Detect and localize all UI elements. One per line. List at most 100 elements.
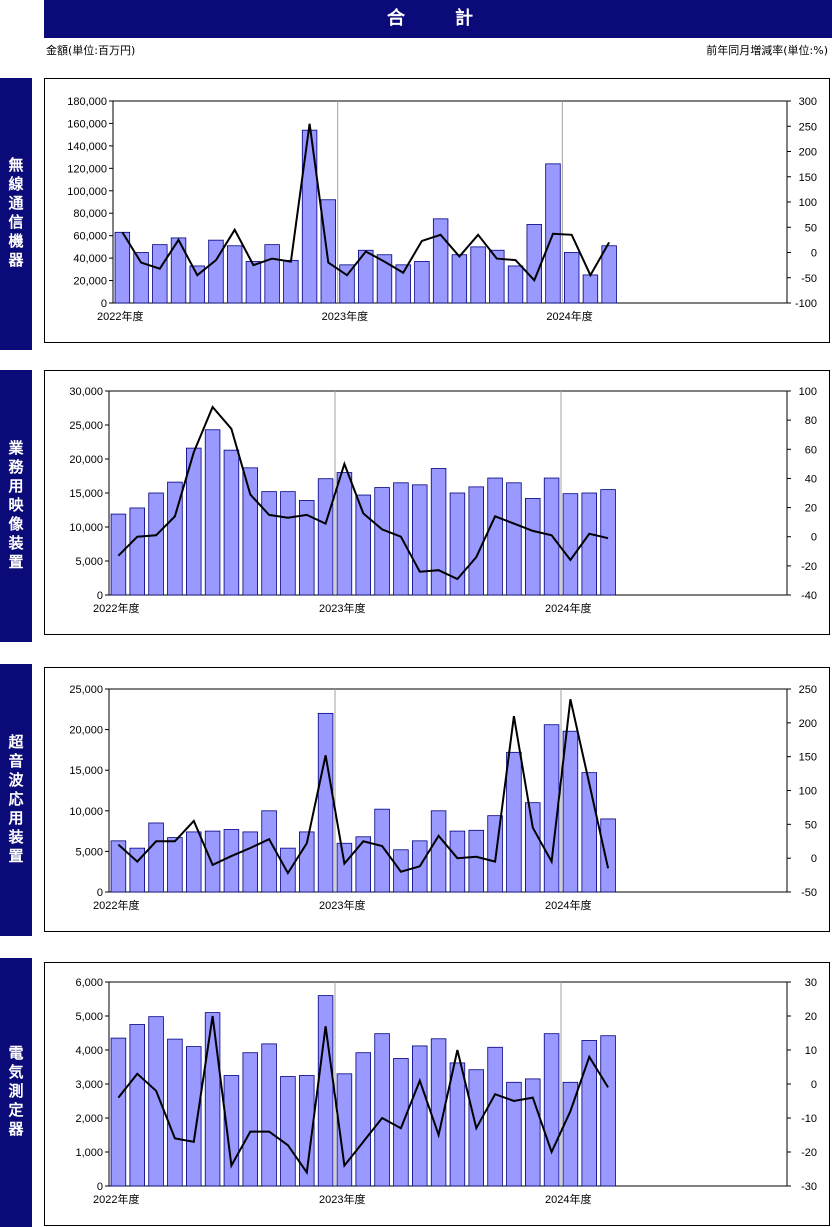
- bar: [317, 478, 334, 596]
- y-tick-label: 1,000: [75, 1147, 103, 1159]
- y2-tick-label: -30: [801, 1181, 817, 1193]
- bar: [449, 492, 466, 596]
- bar: [449, 1062, 466, 1187]
- bar: [299, 500, 315, 596]
- y-tick-label: 6,000: [75, 977, 103, 989]
- bar: [167, 481, 183, 596]
- y2-tick-label: 40: [805, 473, 817, 485]
- yoy-line: [121, 123, 610, 283]
- bar: [186, 1046, 202, 1187]
- bar: [358, 249, 374, 304]
- y2-tick-label: 50: [805, 819, 817, 831]
- x-tick-label: 2023年度: [319, 601, 365, 615]
- y2-tick-label: 100: [799, 197, 817, 209]
- bar: [506, 1081, 522, 1187]
- bar: [430, 810, 447, 893]
- bar: [261, 491, 277, 596]
- bar: [374, 1033, 390, 1187]
- bar: [114, 231, 131, 304]
- x-tick-label: 2023年度: [322, 309, 368, 323]
- bar: [355, 836, 371, 893]
- section-label-ultrasonic: 超音波応用装置: [0, 664, 32, 936]
- bar: [562, 730, 579, 893]
- bar: [525, 802, 541, 893]
- bar: [223, 449, 240, 596]
- bar: [506, 751, 522, 893]
- bar: [507, 265, 524, 304]
- x-tick-label: 2023年度: [319, 1192, 365, 1206]
- y-tick-label: 20,000: [69, 454, 103, 466]
- y-tick-label: 3,000: [75, 1079, 103, 1091]
- y2-tick-label: 0: [811, 248, 817, 260]
- chart-measuring: 0 1,000 2,000 3,000 4,000 5,000 6,000 -30 -20 -10…: [75, 977, 817, 1206]
- bar: [336, 842, 353, 893]
- bar: [374, 487, 390, 596]
- bar: [582, 274, 599, 304]
- y-tick-label: 20,000: [73, 276, 107, 288]
- page-title: 合 計: [44, 0, 832, 38]
- bar: [601, 245, 617, 304]
- bar: [264, 244, 280, 304]
- bar: [374, 808, 390, 893]
- x-tick-label: 2024年度: [545, 1192, 591, 1206]
- y-tick-label: 4,000: [75, 1045, 103, 1057]
- bar: [355, 494, 371, 596]
- bar: [133, 252, 149, 304]
- y-tick-label: 0: [97, 887, 103, 899]
- bar: [430, 468, 447, 596]
- x-tick-label: 2022年度: [93, 1192, 139, 1206]
- y2-tick-label: 20: [805, 1011, 817, 1023]
- bar: [129, 507, 145, 596]
- bar: [283, 259, 299, 304]
- bar: [487, 1046, 503, 1187]
- bar: [355, 1052, 371, 1187]
- bar: [581, 1040, 597, 1187]
- y-tick-label: 0: [101, 298, 107, 310]
- bar: [280, 1076, 296, 1187]
- section-label-video: 業務用映像装置: [0, 370, 32, 642]
- bar: [167, 1038, 183, 1187]
- bar: [280, 847, 296, 893]
- y-tick-label: 20,000: [69, 725, 103, 737]
- bar: [299, 831, 315, 893]
- bar: [543, 1033, 560, 1187]
- x-tick-label: 2022年度: [97, 309, 143, 323]
- bar: [451, 254, 468, 304]
- y-tick-label: 0: [97, 590, 103, 602]
- bar: [320, 199, 337, 304]
- y2-tick-label: 0: [811, 532, 817, 544]
- chart-wireless: 0 20,000 40,000 60,000 80,000 100,000 120,000 1…: [67, 96, 817, 323]
- y2-tick-label: -40: [801, 590, 817, 602]
- y2-tick-label: 60: [805, 444, 817, 456]
- bar: [148, 1016, 164, 1187]
- chart-panel-wireless: 0 20,000 40,000 60,000 80,000 100,000 120,000 1…: [44, 78, 830, 343]
- x-tick-label: 2023年度: [319, 898, 365, 912]
- bar: [432, 218, 449, 304]
- bar: [600, 489, 616, 596]
- chart-ultrasonic: 0 5,000 10,000 15,000 20,000 25,000 -50 0 50 100 1…: [69, 684, 817, 912]
- yoy-line: [117, 405, 609, 581]
- y2-tick-label: 0: [811, 1079, 817, 1091]
- y2-tick-label: -100: [795, 298, 817, 310]
- bar: [245, 261, 262, 304]
- bar: [336, 472, 353, 596]
- y-tick-label: 100,000: [67, 186, 107, 198]
- y-tick-label: 25,000: [69, 420, 103, 432]
- y2-tick-label: 150: [799, 172, 817, 184]
- bar: [152, 244, 168, 304]
- yoy-line: [117, 1015, 609, 1176]
- y-tick-label: 30,000: [69, 386, 103, 398]
- bar: [261, 1043, 277, 1187]
- y2-tick-label: 200: [799, 718, 817, 730]
- chart-panel-ultrasonic: 0 5,000 10,000 15,000 20,000 25,000 -50 0 50 100 1…: [44, 667, 830, 932]
- bar: [110, 1037, 127, 1187]
- y-tick-label: 60,000: [73, 231, 107, 243]
- bar: [414, 261, 430, 304]
- bar: [189, 265, 205, 304]
- y2-tick-label: 150: [799, 752, 817, 764]
- y-tick-label: 2,000: [75, 1113, 103, 1125]
- y2-tick-label: 80: [805, 415, 817, 427]
- bar: [242, 467, 258, 596]
- bar: [393, 482, 409, 596]
- bar: [167, 837, 183, 893]
